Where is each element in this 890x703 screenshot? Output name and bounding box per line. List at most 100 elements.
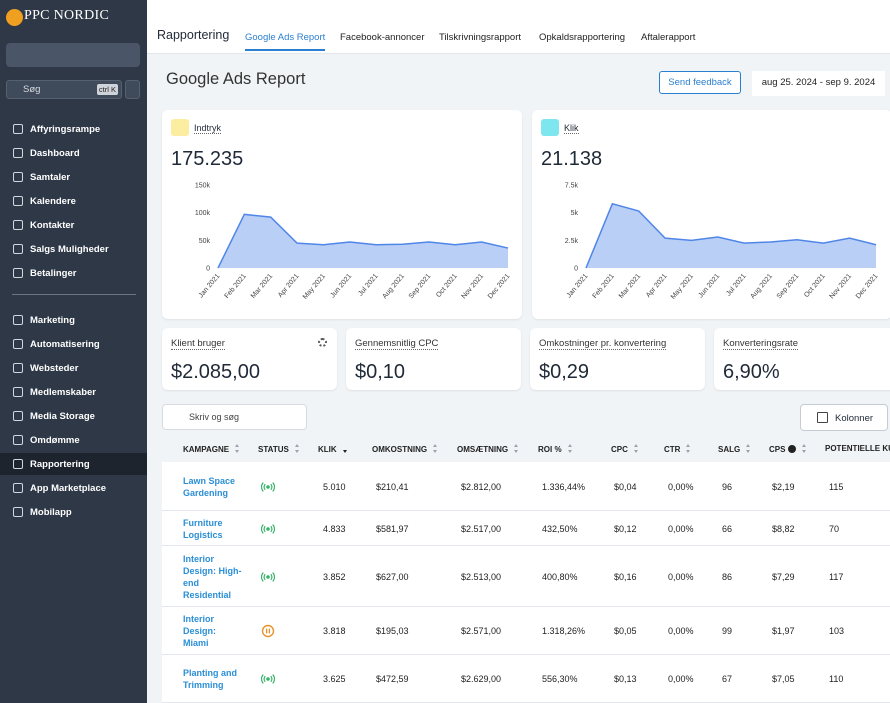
table-row: Planting and Trimming 3.625 $472,59 $2.629,… [162, 655, 890, 703]
shortcut: ctrl K [96, 84, 118, 95]
column-header[interactable]: CPC [611, 444, 639, 454]
chart-title: Indtryk [194, 123, 222, 134]
table-cell: $0,12 [614, 523, 637, 534]
column-label: ROI % [538, 445, 562, 454]
columns-button[interactable]: Kolonner [800, 404, 888, 431]
table-cell: 4.833 [323, 523, 346, 534]
status-waves [261, 481, 275, 492]
nav-label: Betalinger [30, 268, 77, 279]
nav-item[interactable]: Samtaler [0, 166, 147, 188]
nav-item[interactable]: Kalendere [0, 190, 147, 212]
nav-item[interactable]: Betalinger [0, 262, 147, 284]
nav-item[interactable]: Kontakter [0, 214, 147, 236]
kpi-card: Konverteringsrate 6,90% [714, 328, 890, 390]
campaign-link[interactable]: Interior Design: High-end Residential [183, 553, 242, 600]
table-cell: $210,41 [376, 481, 409, 492]
x-tick-label: May 2021 [302, 273, 327, 301]
column-header[interactable]: STATUS [258, 444, 300, 454]
nav-icon [13, 148, 23, 158]
column-header[interactable]: SALG [718, 444, 751, 454]
column-header[interactable]: CPS [769, 444, 807, 454]
status-dot [266, 677, 270, 681]
x-tick-label: Jul 2021 [357, 273, 379, 298]
kpi-value: $2.085,00 [171, 361, 260, 383]
kpi-label: Gennemsnitlig CPC [355, 338, 439, 350]
column-header[interactable]: ROI % [538, 444, 573, 454]
campaign-link[interactable]: Lawn Space Gardening [183, 475, 236, 498]
nav-item[interactable]: Websteder [0, 357, 147, 379]
date-range[interactable]: aug 25. 2024 - sep 9. 2024 [752, 71, 885, 96]
sort-icon [686, 444, 691, 453]
tab[interactable]: Opkaldsrapportering [539, 32, 626, 43]
kpi-value: 6,90% [723, 361, 780, 383]
campaign-link[interactable]: Planting and Trimming [183, 668, 237, 690]
kpi-label: Konverteringsrate [723, 338, 798, 350]
tab[interactable]: Facebook-annoncer [340, 32, 425, 43]
nav-label: Medlemskaber [30, 387, 97, 398]
column-header[interactable]: OMSÆTNING [457, 444, 519, 454]
logo [6, 9, 23, 26]
table-cell: 99 [722, 626, 733, 636]
settings-icon[interactable] [318, 338, 327, 347]
x-tick-label: Oct 2021 [803, 273, 827, 299]
account-select[interactable] [6, 43, 140, 67]
nav-item[interactable]: Omdømme [0, 429, 147, 451]
campaign-link[interactable]: Interior Design: Miami [183, 614, 217, 648]
campaign-link[interactable]: Furniture Logistics [183, 517, 223, 540]
nav-item[interactable]: Automatisering [0, 333, 147, 355]
nav-icon [13, 220, 23, 230]
nav-icon [13, 339, 23, 349]
quick-action[interactable] [125, 80, 140, 99]
table-cell: $195,03 [376, 626, 409, 636]
x-tick-label: Jul 2021 [725, 273, 747, 298]
table-cell: $0,13 [614, 674, 637, 684]
table-cell: $8,82 [772, 523, 795, 534]
table-search[interactable]: Skriv og søg [162, 404, 307, 430]
table-cell: 86 [722, 571, 733, 582]
x-tick-label: Nov 2021 [461, 273, 486, 301]
table-cell: 0,00% [668, 571, 694, 582]
nav-item[interactable]: Marketing [0, 309, 147, 331]
column-label: CPC [611, 445, 628, 454]
column-header[interactable]: KAMPAGNE [183, 444, 240, 454]
column-header[interactable]: CTR [664, 444, 691, 454]
column-header[interactable]: KLIK [318, 444, 348, 454]
search[interactable]: Søg ctrl K [6, 80, 122, 99]
table-row: Interior Design: High-end Residential 3.8… [162, 546, 890, 607]
tab[interactable]: Google Ads Report [245, 32, 326, 51]
nav-label: Rapportering [30, 459, 90, 470]
y-tick-label: 0 [206, 266, 210, 273]
status-dot [266, 484, 270, 489]
feedback-button[interactable]: Send feedback [659, 71, 741, 94]
page-title: Google Ads Report [166, 70, 306, 88]
nav-icon [13, 124, 23, 134]
y-tick-label: 2.5k [565, 238, 579, 245]
nav-item[interactable]: Salgs Muligheder [0, 238, 147, 260]
tab[interactable]: Tilskrivningsrapport [439, 32, 522, 43]
x-tick-label: Jun 2021 [329, 273, 353, 300]
nav-item[interactable]: Rapportering [0, 453, 147, 475]
tab[interactable]: Aftalerapport [641, 32, 696, 43]
nav-label: Marketing [30, 315, 75, 326]
table-cell: 432,50% [542, 523, 578, 534]
column-header[interactable]: OMKOSTNING [372, 444, 438, 454]
status-icon [261, 523, 275, 534]
y-tick-label: 7.5k [565, 183, 579, 190]
table-cell: 1.318,26% [542, 626, 586, 636]
nav-item[interactable]: Dashboard [0, 142, 147, 164]
column-label: POTENTIELLE KUNDER [825, 444, 890, 453]
kpi-card: Gennemsnitlig CPC $0,10 [346, 328, 521, 390]
nav-item[interactable]: Medlemskaber [0, 381, 147, 403]
x-tick-label: Mar 2021 [618, 273, 642, 300]
sort-icon [294, 444, 300, 453]
nav-item[interactable]: Mobilapp [0, 501, 147, 523]
chart-total: 175.235 [171, 148, 244, 170]
area [586, 203, 876, 268]
nav-item[interactable]: Affyringsrampe [0, 118, 147, 140]
status-dot [266, 574, 270, 579]
nav-item[interactable]: App Marketplace [0, 477, 147, 499]
kpi-value: $0,10 [355, 361, 406, 383]
x-tick-label: Jan 2021 [566, 273, 590, 300]
nav-item[interactable]: Media Storage [0, 405, 147, 427]
